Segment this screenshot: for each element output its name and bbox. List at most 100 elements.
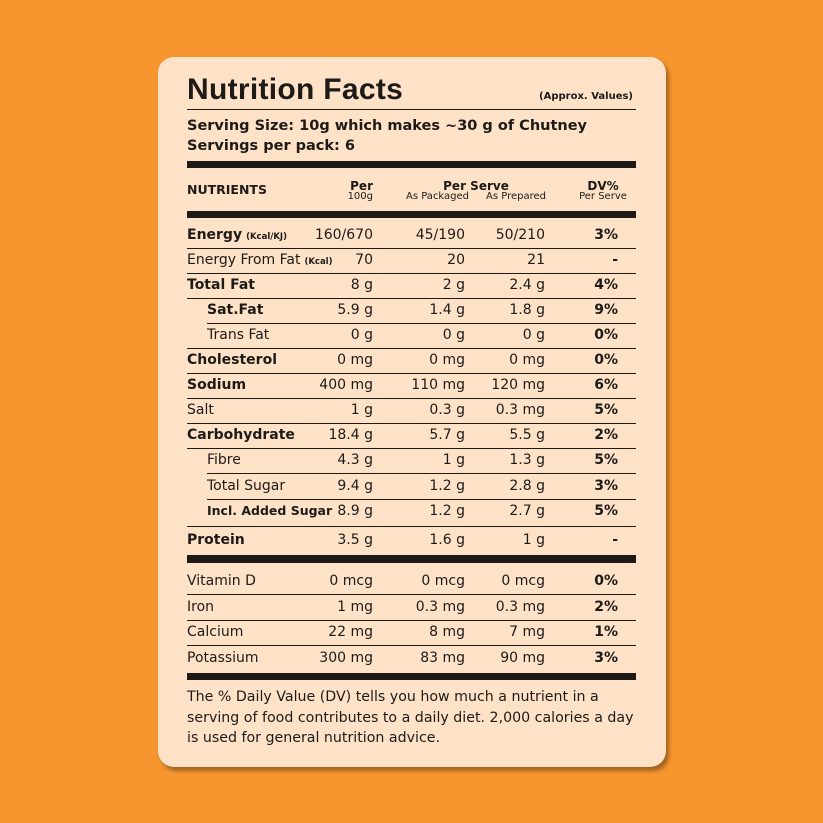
col-header: Per Serve [579,191,627,202]
amount: 8 g [350,277,373,293]
amount: 8 mg [429,624,465,640]
dv-value: 3% [594,650,618,666]
amount: 160/670 [314,227,373,243]
thick-rule [187,555,636,563]
thick-rule [187,161,636,168]
dv-value: 4% [594,277,618,293]
nutrient-name: Fibre [207,452,241,468]
row-rule [187,594,636,595]
row-rule [187,272,636,274]
row-rule [187,347,636,349]
nutrient-name: Sat.Fat [207,302,264,318]
dv-value: 0% [594,327,618,343]
amount: 22 mg [328,624,373,640]
col-header: DV% [587,179,619,193]
amount: 1 g [442,452,465,468]
amount: 0 mcg [501,573,545,589]
amount: 1.8 g [509,302,545,318]
dv-value: - [612,532,618,548]
nutrient-name: Energy (Kcal/KJ) [187,227,287,243]
nutrient-name: Protein [187,532,245,548]
amount: 0.3 mg [495,402,545,418]
nutrient-name: Trans Fat [207,327,270,343]
unit: (Kcal/KJ) [246,232,287,242]
amount: 18.4 g [328,427,373,443]
row-rule [187,422,636,424]
dv-value: 9% [594,302,618,318]
note: (Approx. Values) [539,91,633,102]
row-rule [187,645,636,646]
nutrient-name: Potassium [187,650,259,666]
row-rule [207,498,636,500]
nutrient-name: Incl. Added Sugar [207,503,333,518]
amount: 1.2 g [429,478,465,494]
amount: 1.2 g [429,503,465,519]
dv-value: 3% [594,227,618,243]
row-rule [187,447,636,449]
nutrient-name: Carbohydrate [187,427,295,443]
nutrient-name: Salt [187,402,214,418]
dv-value: 3% [594,478,618,494]
col-header: Per [350,179,373,193]
amount: 0 mg [337,352,373,368]
amount: 50/210 [495,227,545,243]
amount: 110 mg [411,377,465,393]
label-card [158,57,666,767]
amount: 8.9 g [337,503,373,519]
nutrient-name: Iron [187,599,215,615]
amount: 83 mg [420,650,465,666]
nutrient-name: Total Sugar [207,478,286,494]
nutrient-name: Total Fat [187,277,256,293]
nutrient-name: Cholesterol [187,352,277,368]
nutrient-name: Calcium [187,624,244,640]
col-header: Per Serve [443,179,509,193]
amount: 300 mg [319,650,373,666]
amount: 400 mg [319,377,373,393]
dv-value: 6% [594,377,618,393]
amount: 45/190 [415,227,465,243]
amount: 9.4 g [337,478,373,494]
amount: 120 mg [491,377,545,393]
dv-value: 0% [594,352,618,368]
dv-value: 1% [594,624,618,640]
col-header: 100g [347,191,373,202]
nutrient-name: Vitamin D [187,573,256,589]
amount: 0 mcg [421,573,465,589]
amount: 0.3 g [429,402,465,418]
row-rule [187,372,636,374]
col-header: As Packaged [406,191,470,202]
row-rule [207,322,636,324]
servings-per-pack: Servings per pack: 6 [187,138,355,154]
amount: 20 [447,252,465,268]
dv-value: 5% [594,503,618,519]
amount: 4.3 g [337,452,373,468]
unit: (Kcal) [304,257,333,267]
amount: 2.4 g [509,277,545,293]
nutrient-name: Sodium [187,377,247,393]
row-rule [187,525,636,527]
amount: 1.3 g [509,452,545,468]
amount: 90 mg [500,650,545,666]
amount: 2 g [442,277,465,293]
amount: 0 g [442,327,465,343]
dv-value: 5% [594,452,618,468]
amount: 1.4 g [429,302,465,318]
amount: 3.5 g [337,532,373,548]
dv-value: 2% [594,599,618,615]
dv-value: 2% [594,427,618,443]
row-rule [187,619,636,621]
amount: 0 mg [429,352,465,368]
amount: 7 mg [509,624,545,640]
nutrient-name: Energy From Fat (Kcal) [187,252,333,268]
amount: 70 [355,252,373,268]
row-rule [187,397,636,399]
amount: 0 g [522,327,545,343]
amount: 0 g [350,327,373,343]
amount: 0 mcg [329,573,373,589]
row-rule [187,247,636,249]
amount: 0.3 mg [495,599,545,615]
col-header: As Prepared [486,191,546,202]
row-rule [207,473,636,474]
serving-size: Serving Size: 10g which makes ~30 g of C… [187,118,588,134]
